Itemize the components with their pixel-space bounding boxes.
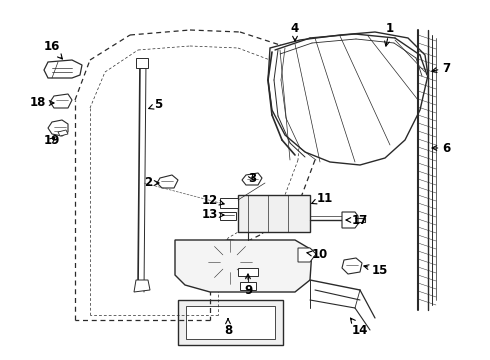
Polygon shape [238, 195, 310, 232]
Polygon shape [48, 120, 68, 136]
Polygon shape [175, 240, 312, 292]
Polygon shape [50, 94, 72, 108]
Polygon shape [157, 175, 178, 188]
Polygon shape [268, 32, 428, 165]
Polygon shape [238, 268, 258, 276]
Circle shape [290, 220, 300, 230]
Text: 5: 5 [149, 99, 162, 112]
Circle shape [346, 216, 354, 224]
Text: 11: 11 [312, 192, 333, 204]
Circle shape [290, 197, 300, 207]
Polygon shape [136, 58, 148, 68]
Text: 17: 17 [346, 213, 368, 226]
Circle shape [208, 240, 252, 284]
Polygon shape [242, 173, 262, 185]
Circle shape [180, 267, 190, 277]
Polygon shape [342, 258, 362, 274]
Polygon shape [220, 198, 238, 208]
Text: 16: 16 [44, 40, 62, 59]
Text: 3: 3 [248, 171, 256, 184]
Circle shape [300, 251, 308, 259]
Circle shape [220, 252, 240, 272]
Text: 13: 13 [202, 208, 224, 221]
Polygon shape [298, 248, 316, 262]
Circle shape [258, 201, 266, 209]
Polygon shape [58, 130, 68, 136]
Circle shape [224, 199, 232, 207]
Circle shape [280, 267, 290, 277]
Text: 9: 9 [244, 274, 252, 297]
Text: 6: 6 [432, 141, 450, 154]
Text: 15: 15 [364, 264, 388, 276]
Circle shape [226, 258, 234, 266]
Text: 19: 19 [44, 134, 60, 147]
Bar [186, 306, 275, 339]
Text: 7: 7 [432, 62, 450, 75]
Polygon shape [342, 212, 358, 228]
Circle shape [280, 247, 290, 257]
Text: 14: 14 [350, 318, 368, 337]
Text: 10: 10 [307, 248, 328, 261]
Polygon shape [44, 60, 82, 78]
Polygon shape [220, 212, 236, 220]
Circle shape [293, 199, 297, 204]
Bar [178, 300, 283, 345]
Circle shape [248, 218, 256, 226]
Circle shape [248, 201, 256, 209]
Text: 1: 1 [385, 22, 394, 46]
Polygon shape [240, 282, 256, 290]
Text: 4: 4 [291, 22, 299, 41]
Polygon shape [134, 280, 150, 292]
Text: 18: 18 [30, 96, 54, 109]
Text: 12: 12 [202, 194, 224, 207]
Circle shape [293, 222, 297, 228]
Circle shape [180, 247, 190, 257]
Text: 8: 8 [224, 319, 232, 337]
Text: 2: 2 [144, 176, 159, 189]
Circle shape [258, 218, 266, 226]
